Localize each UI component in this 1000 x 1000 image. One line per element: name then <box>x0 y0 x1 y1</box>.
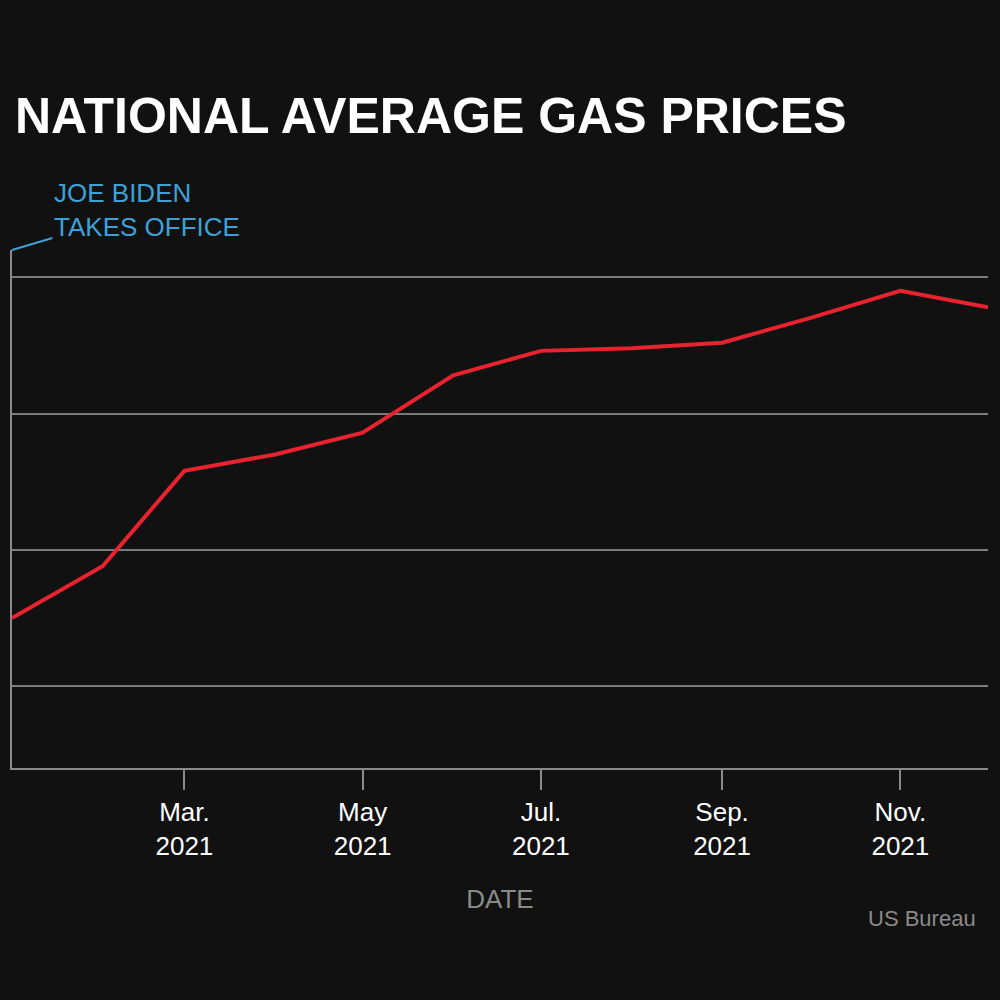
svg-text:May2021: May2021 <box>334 797 392 861</box>
svg-text:Mar.2021: Mar.2021 <box>155 797 213 861</box>
svg-text:Jul.2021: Jul.2021 <box>512 797 570 861</box>
svg-text:US Bureau: US Bureau <box>868 906 976 931</box>
svg-text:JOE BIDENTAKES OFFICE: JOE BIDENTAKES OFFICE <box>54 178 240 242</box>
svg-text:NATIONAL AVERAGE GAS PRICES: NATIONAL AVERAGE GAS PRICES <box>15 88 847 144</box>
svg-text:Sep.2021: Sep.2021 <box>693 797 751 861</box>
svg-text:DATE: DATE <box>466 884 533 914</box>
svg-text:Nov.2021: Nov.2021 <box>871 797 929 861</box>
